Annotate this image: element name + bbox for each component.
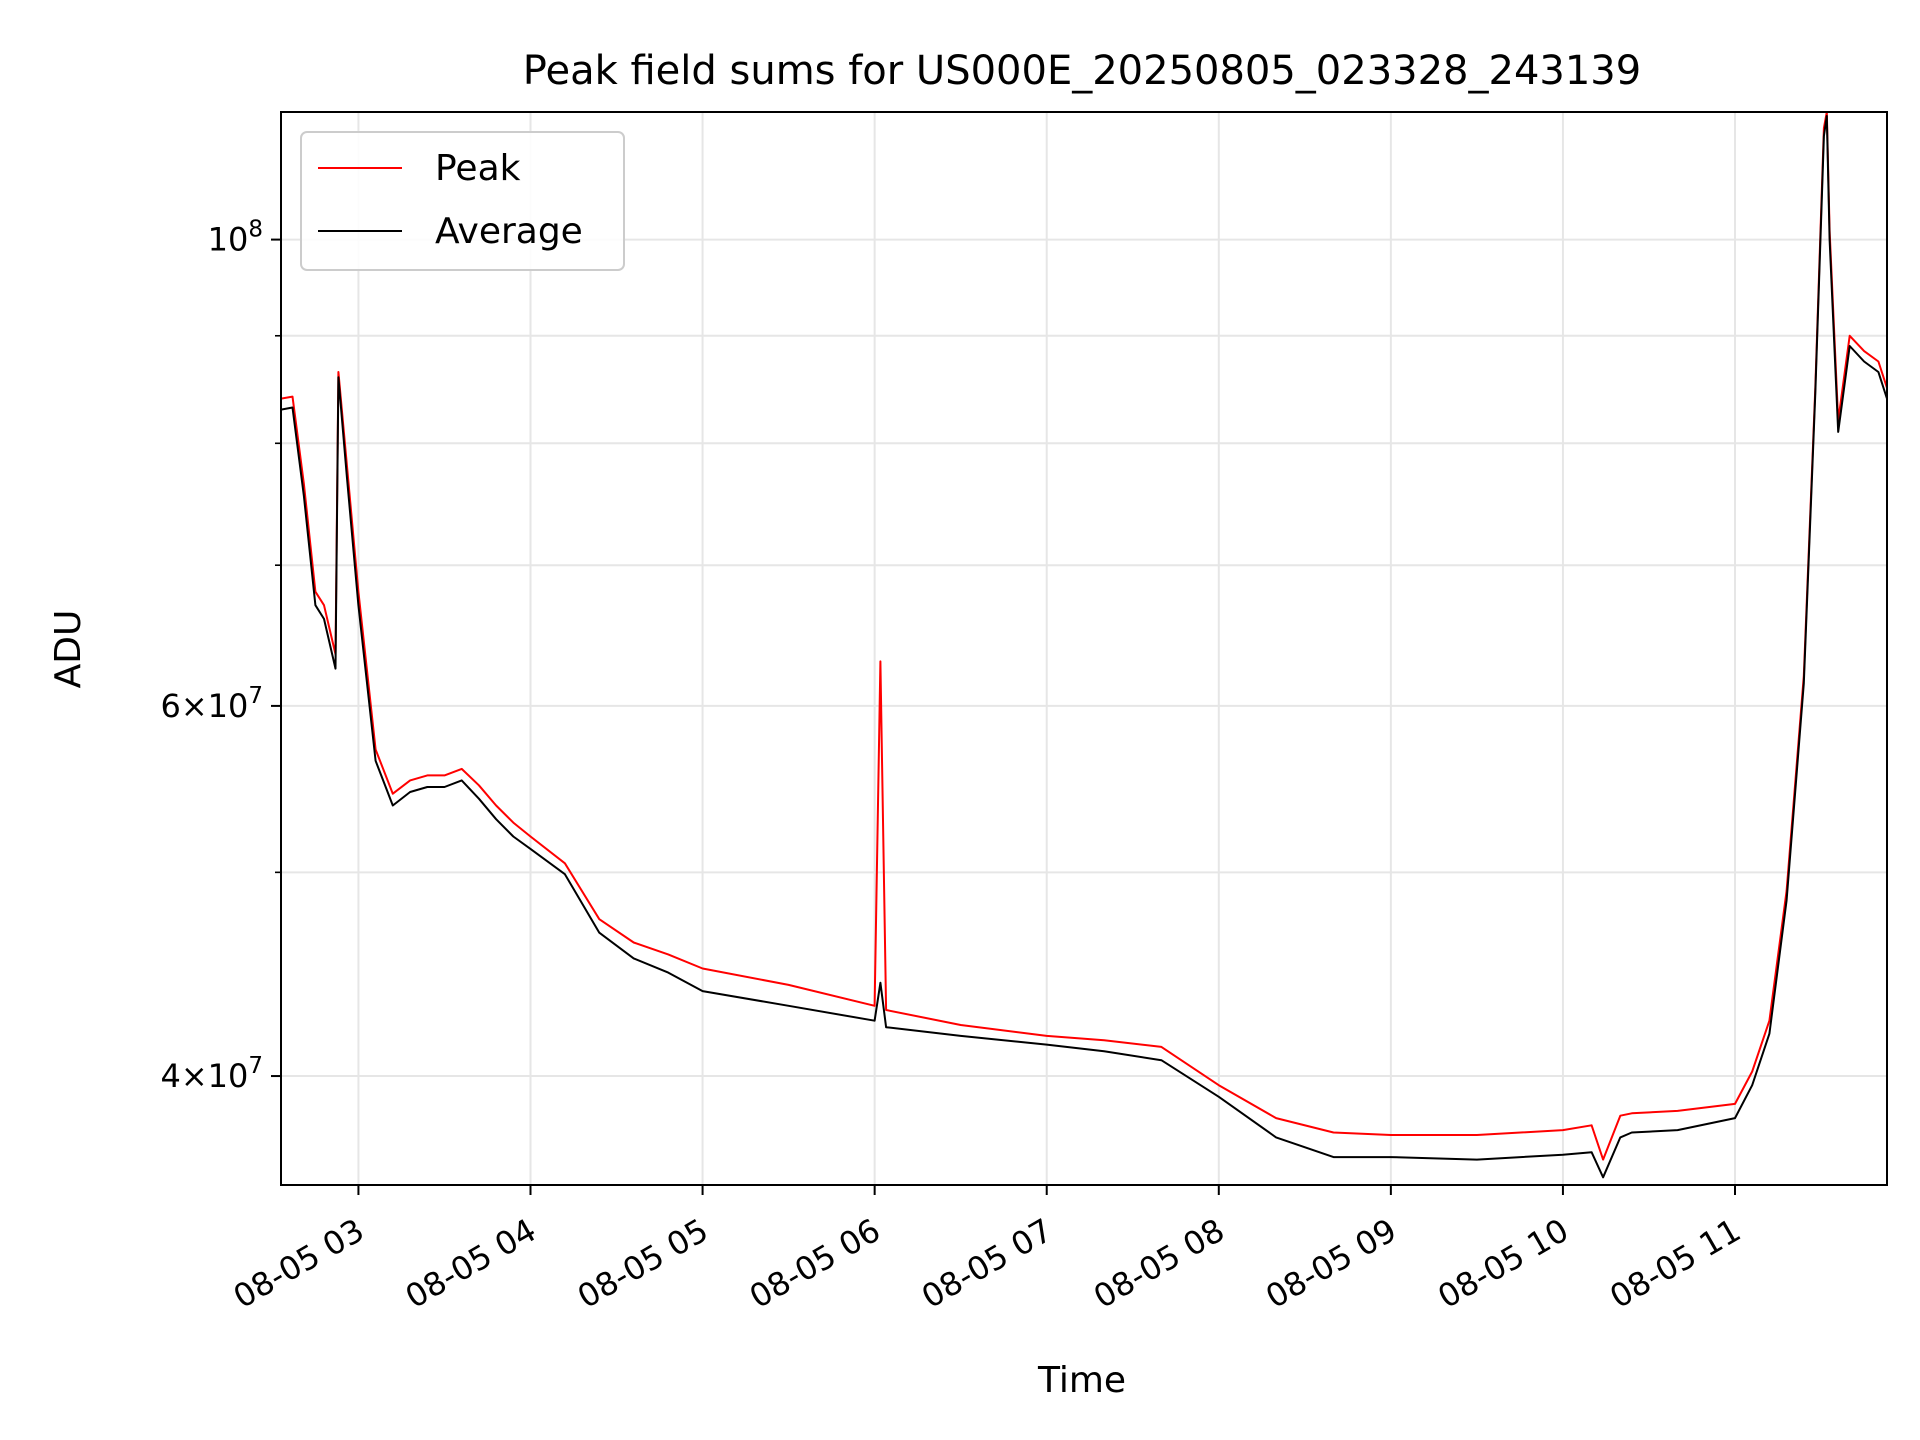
y-tick-mantissa: 6 bbox=[160, 687, 180, 725]
y-tick-times: × bbox=[181, 687, 208, 725]
y-tick-label: 6×107 bbox=[160, 683, 263, 725]
y-tick-exponent: 7 bbox=[248, 683, 263, 709]
plot-lines bbox=[281, 112, 1887, 1179]
y-tick-label: 108 bbox=[208, 217, 263, 259]
y-tick-exponent: 7 bbox=[248, 1053, 263, 1079]
y-axis-label: ADU bbox=[48, 610, 89, 689]
y-tick-base: 10 bbox=[208, 687, 249, 725]
legend-label-average: Average bbox=[435, 211, 583, 252]
y-tick-exponent: 8 bbox=[248, 217, 263, 243]
chart-title: Peak field sums for US000E_20250805_0233… bbox=[523, 48, 1641, 94]
axes bbox=[280, 111, 1888, 1186]
legend: Peak Average bbox=[300, 131, 625, 271]
series-line-average bbox=[281, 115, 1887, 1179]
y-tick-base: 10 bbox=[208, 221, 249, 259]
legend-box bbox=[300, 131, 625, 271]
legend-label-peak: Peak bbox=[435, 148, 521, 189]
plot-frame bbox=[280, 111, 1888, 1186]
y-tick-base: 10 bbox=[208, 1057, 249, 1095]
y-tick-label: 4×107 bbox=[160, 1053, 263, 1095]
x-axis-label: Time bbox=[1037, 1360, 1126, 1401]
y-tick-times: × bbox=[181, 1057, 208, 1095]
y-tick-mantissa: 4 bbox=[160, 1057, 180, 1095]
